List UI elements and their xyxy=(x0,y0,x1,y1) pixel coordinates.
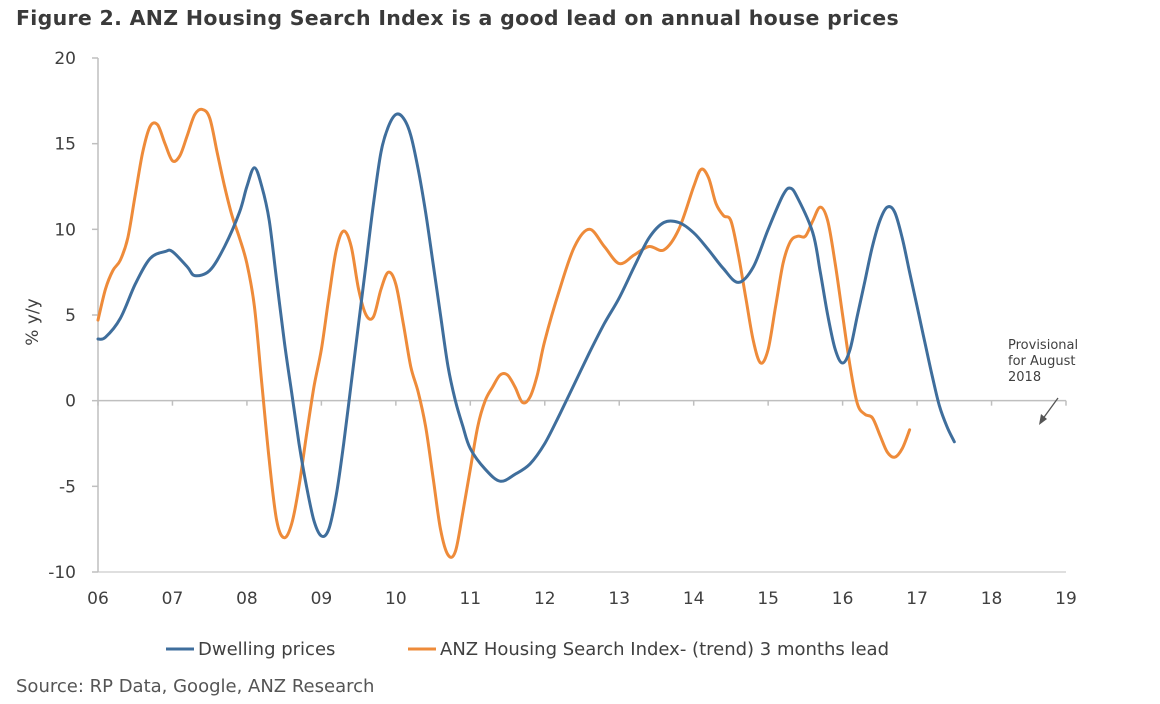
x-tick-label: 10 xyxy=(385,589,407,609)
y-tick-label: 5 xyxy=(65,306,76,326)
x-tick-label: 13 xyxy=(608,589,630,609)
source-note: Source: RP Data, Google, ANZ Research xyxy=(16,676,375,697)
y-tick-label: -10 xyxy=(48,563,76,583)
x-tick-label: 12 xyxy=(534,589,556,609)
annotation-arrow xyxy=(1041,397,1059,421)
y-tick-label: 20 xyxy=(54,49,76,69)
x-tick-label: 14 xyxy=(683,589,705,609)
y-tick-label: 10 xyxy=(54,220,76,240)
legend-search-index-label: ANZ Housing Search Index- (trend) 3 mont… xyxy=(440,639,889,660)
annotation-arrowhead xyxy=(1039,414,1047,425)
x-tick-label: 11 xyxy=(459,589,481,609)
x-tick-label: 08 xyxy=(236,589,258,609)
axes xyxy=(97,58,1066,573)
legend: Dwelling prices ANZ Housing Search Index-… xyxy=(166,639,889,660)
legend-dwelling-prices-label: Dwelling prices xyxy=(198,639,335,660)
annotation-text: for August xyxy=(1008,354,1076,369)
y-tick-label: -5 xyxy=(59,477,76,497)
y-axis-ticks: -10 -5 0 5 10 15 20 xyxy=(48,49,98,583)
x-tick-label: 07 xyxy=(162,589,184,609)
x-tick-label: 09 xyxy=(311,589,333,609)
y-tick-label: 15 xyxy=(54,135,76,155)
y-tick-label: 0 xyxy=(65,392,76,412)
chart-title: Figure 2. ANZ Housing Search Index is a … xyxy=(16,6,899,30)
x-tick-label: 18 xyxy=(981,589,1003,609)
annotation-text: 2018 xyxy=(1008,370,1041,385)
x-tick-label: 19 xyxy=(1055,589,1077,609)
x-tick-label: 17 xyxy=(906,589,928,609)
x-tick-label: 06 xyxy=(87,589,109,609)
x-axis-ticks: 06 07 08 09 10 11 12 13 14 15 16 17 18 19 xyxy=(87,400,1077,609)
series-line-search-index xyxy=(96,107,912,559)
series-lines xyxy=(96,107,956,559)
x-tick-label: 15 xyxy=(757,589,779,609)
x-tick-label: 16 xyxy=(832,589,854,609)
series-line-dwelling-prices xyxy=(96,112,956,538)
annotation-text: Provisional xyxy=(1008,338,1078,353)
y-axis-label: % y/y xyxy=(23,298,43,345)
